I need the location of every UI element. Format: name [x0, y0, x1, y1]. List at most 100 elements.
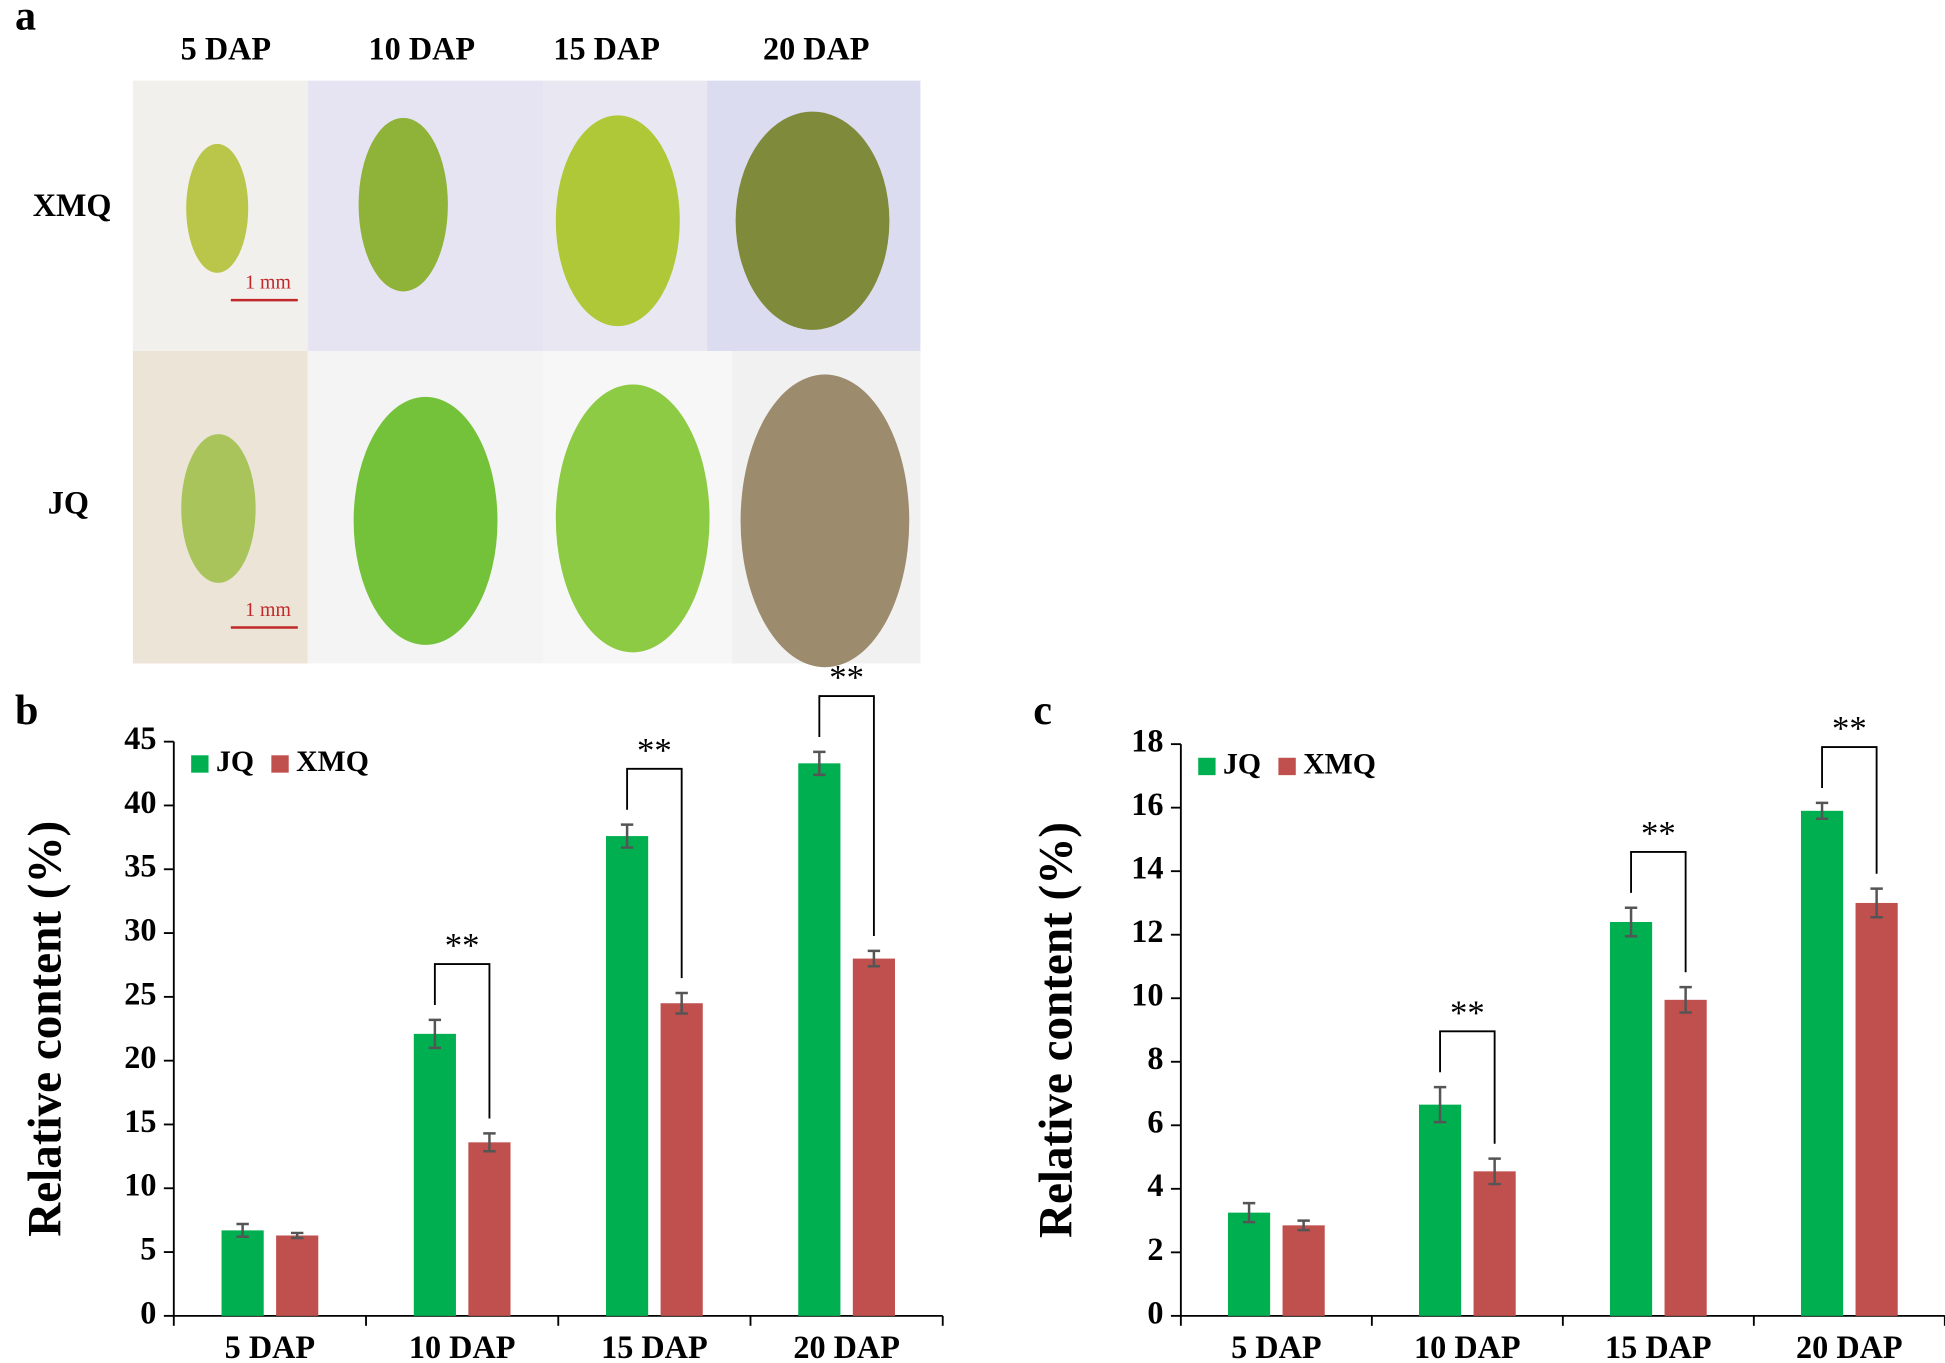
bar: [1473, 1171, 1516, 1316]
y-tick-label: 20: [124, 1039, 156, 1075]
x-tick-label: 5 DAP: [225, 1329, 315, 1363]
bar: [1855, 902, 1898, 1316]
x-tick-label: 20 DAP: [1796, 1329, 1903, 1363]
x-tick-label: 10 DAP: [409, 1329, 516, 1363]
photo-panel: 1 mm 1 mm a 5 DAP 10 DAP 15 DAP 20 DAP X…: [15, 0, 921, 668]
grain: [555, 384, 710, 653]
significance-label: **: [637, 731, 672, 770]
bar: [1227, 1212, 1271, 1316]
grain: [353, 396, 498, 645]
column-label: 20 DAP: [763, 30, 870, 66]
significance-label: **: [1832, 709, 1867, 748]
error-bar: [675, 991, 688, 1015]
grain: [740, 374, 910, 668]
grain: [735, 111, 890, 330]
error-bar: [1297, 1219, 1310, 1232]
significance-bracket: [1439, 1030, 1496, 1144]
y-tick-label: 16: [1131, 786, 1163, 822]
bar: [413, 1033, 456, 1316]
error-bar: [620, 823, 634, 849]
grain: [181, 434, 256, 583]
bar: [660, 1003, 703, 1316]
significance-label: **: [445, 926, 480, 965]
error-bar: [1433, 1085, 1447, 1124]
legend-swatch: [1198, 757, 1216, 776]
y-tick-label: 40: [124, 784, 156, 820]
x-tick-label: 5 DAP: [1231, 1329, 1321, 1363]
scale-label: 1 mm: [245, 599, 291, 621]
grain: [358, 117, 448, 292]
column-label: 5 DAP: [181, 30, 271, 66]
significance-bracket: [1821, 746, 1878, 874]
error-bar: [867, 949, 881, 968]
error-bar: [236, 1222, 249, 1238]
y-tick-label: 4: [1147, 1167, 1163, 1203]
y-tick-label: 18: [1131, 723, 1163, 759]
column-label: 10 DAP: [369, 30, 476, 66]
error-bar: [1815, 801, 1829, 821]
error-bar: [813, 750, 826, 777]
y-tick-label: 45: [124, 720, 156, 756]
x-tick-label: 15 DAP: [601, 1329, 708, 1363]
y-tick-label: 30: [124, 911, 156, 947]
significance-label: **: [829, 658, 864, 697]
error-bar: [1870, 887, 1883, 919]
y-tick-label: 25: [124, 975, 156, 1011]
y-axis-label: Relative content (%): [20, 821, 72, 1237]
legend-swatch: [271, 755, 289, 773]
y-tick-label: 0: [1147, 1294, 1163, 1330]
error-bar: [1679, 985, 1692, 1014]
scale-label: 1 mm: [245, 272, 291, 294]
column-label: 15 DAP: [553, 30, 660, 66]
significance-label: **: [1450, 993, 1485, 1032]
legend-swatch: [1278, 757, 1296, 776]
y-tick-label: 14: [1131, 850, 1163, 886]
legend-label: XMQ: [296, 745, 369, 778]
bar: [1664, 999, 1707, 1316]
bar: [468, 1142, 511, 1316]
chart: b Relative content (%) 0 5 10 15 20 25 30 35 40 45 5…: [15, 658, 944, 1363]
significance-bracket: [626, 767, 683, 979]
legend-label: JQ: [1223, 747, 1261, 780]
panel-label: c: [1033, 687, 1052, 734]
bar: [606, 836, 649, 1316]
legend-swatch: [191, 755, 209, 773]
y-tick-label: 12: [1131, 913, 1163, 949]
row-label: XMQ: [33, 187, 112, 223]
y-tick-label: 10: [124, 1167, 156, 1203]
bar: [852, 958, 895, 1316]
y-tick-label: 6: [1147, 1104, 1163, 1140]
bar: [1418, 1104, 1462, 1316]
significance-bracket: [818, 695, 875, 937]
significance-label: **: [1641, 814, 1676, 853]
grain: [186, 143, 249, 273]
bar: [1800, 810, 1844, 1316]
panel-label: a: [15, 0, 36, 40]
bar: [276, 1235, 319, 1316]
x-tick-label: 15 DAP: [1605, 1329, 1712, 1363]
bar: [1282, 1225, 1325, 1316]
error-bar: [1488, 1157, 1501, 1186]
bar: [798, 763, 841, 1316]
error-bar: [1242, 1201, 1256, 1224]
x-tick-label: 20 DAP: [793, 1329, 900, 1363]
y-tick-label: 15: [124, 1103, 156, 1139]
significance-bracket: [1630, 850, 1687, 973]
error-bar: [483, 1132, 496, 1153]
panel-label: b: [15, 687, 38, 734]
significance-bracket: [433, 963, 491, 1119]
y-tick-label: 2: [1147, 1231, 1163, 1267]
y-tick-label: 10: [1131, 977, 1163, 1013]
y-axis-label: Relative content (%): [1030, 822, 1082, 1238]
grain: [555, 115, 680, 327]
legend-label: JQ: [216, 745, 254, 778]
y-tick-label: 0: [140, 1294, 156, 1330]
x-tick-label: 10 DAP: [1414, 1329, 1521, 1363]
bar: [221, 1230, 264, 1316]
error-bar: [428, 1018, 442, 1050]
chart: c Relative content (%) 0 2 4 6 8 10 12 14 16 18 5 DA…: [1030, 687, 1945, 1363]
row-label: JQ: [48, 484, 89, 520]
y-tick-label: 35: [124, 848, 156, 884]
